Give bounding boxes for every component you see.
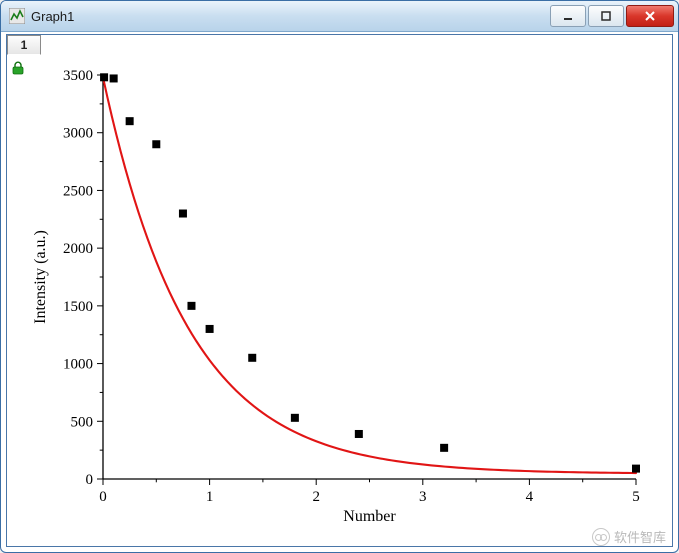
ytick-label: 3500 [63, 68, 93, 84]
data-point [355, 430, 362, 437]
maximize-button[interactable] [588, 5, 624, 27]
y-axis-label: Intensity (a.u.) [32, 230, 49, 324]
lock-icon [11, 61, 25, 75]
chart-svg: 0 500 1000 1500 2000 2500 3000 3500 0 1 2 3 4 5 Intens… [25, 57, 654, 534]
data-point [110, 75, 117, 82]
worksheet-tabstrip: 1 [7, 35, 41, 55]
tab-layer-1[interactable]: 1 [7, 35, 41, 55]
fit-curve [103, 77, 636, 473]
xtick-label: 4 [526, 489, 534, 505]
xtick-label: 0 [99, 489, 107, 505]
data-point [291, 414, 298, 421]
xtick-label: 5 [632, 489, 640, 505]
close-button[interactable] [626, 5, 674, 27]
ytick-label: 3000 [63, 126, 93, 142]
data-point [153, 141, 160, 148]
data-point [633, 465, 640, 472]
xtick-label: 1 [206, 489, 214, 505]
minimize-button[interactable] [550, 5, 586, 27]
data-point [126, 118, 133, 125]
data-point [441, 444, 448, 451]
window-buttons [548, 1, 674, 31]
ytick-label: 2000 [63, 241, 93, 257]
plot-area: 0 500 1000 1500 2000 2500 3000 3500 0 1 2 3 4 5 Intens… [25, 57, 654, 534]
data-point [206, 325, 213, 332]
window-title: Graph1 [31, 9, 74, 24]
x-axis-label: Number [343, 508, 396, 525]
ytick-label: 1000 [63, 357, 93, 373]
ytick-label: 2500 [63, 183, 93, 199]
titlebar[interactable]: Graph1 [1, 1, 678, 32]
data-point [188, 302, 195, 309]
data-point [101, 74, 108, 81]
data-point [179, 210, 186, 217]
xtick-label: 2 [312, 489, 320, 505]
client-area: 1 0 500 1000 1500 2000 2500 3000 3500 0 1 2 3 4 5 Inte… [6, 34, 673, 547]
ytick-label: 1500 [63, 299, 93, 315]
xtick-label: 3 [419, 489, 427, 505]
app-icon [9, 8, 25, 24]
ytick-label: 500 [71, 414, 94, 430]
data-point [249, 354, 256, 361]
app-window: Graph1 1 [0, 0, 679, 553]
ytick-label: 0 [86, 472, 94, 488]
